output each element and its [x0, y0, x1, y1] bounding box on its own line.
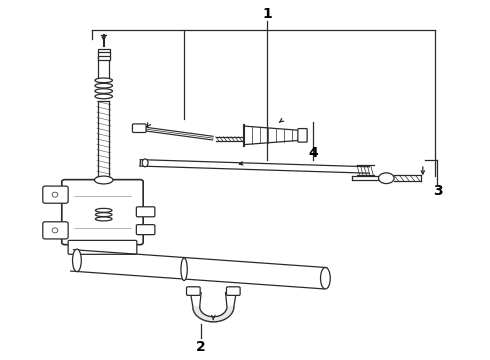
Ellipse shape: [52, 228, 58, 233]
FancyBboxPatch shape: [132, 124, 146, 132]
FancyBboxPatch shape: [136, 207, 155, 217]
Ellipse shape: [96, 217, 112, 221]
Text: 2: 2: [196, 340, 206, 354]
Text: 1: 1: [262, 7, 272, 21]
FancyBboxPatch shape: [43, 222, 68, 239]
Ellipse shape: [181, 258, 187, 280]
Text: 3: 3: [433, 184, 442, 198]
FancyBboxPatch shape: [298, 129, 307, 142]
Ellipse shape: [95, 78, 113, 83]
FancyBboxPatch shape: [226, 287, 240, 296]
FancyBboxPatch shape: [98, 49, 110, 53]
Ellipse shape: [96, 208, 112, 212]
FancyBboxPatch shape: [187, 287, 200, 296]
FancyBboxPatch shape: [62, 180, 143, 245]
Ellipse shape: [95, 94, 113, 99]
Ellipse shape: [95, 176, 113, 184]
FancyBboxPatch shape: [43, 186, 68, 203]
FancyBboxPatch shape: [98, 56, 110, 60]
Ellipse shape: [95, 84, 113, 88]
FancyBboxPatch shape: [68, 240, 137, 254]
Polygon shape: [193, 307, 234, 322]
Ellipse shape: [95, 89, 113, 93]
Ellipse shape: [378, 173, 394, 184]
FancyBboxPatch shape: [98, 53, 110, 57]
Text: 4: 4: [308, 146, 318, 160]
Ellipse shape: [142, 159, 148, 167]
Ellipse shape: [52, 192, 58, 197]
Ellipse shape: [320, 267, 330, 289]
FancyBboxPatch shape: [136, 225, 155, 235]
Ellipse shape: [96, 213, 112, 217]
Ellipse shape: [73, 249, 81, 272]
